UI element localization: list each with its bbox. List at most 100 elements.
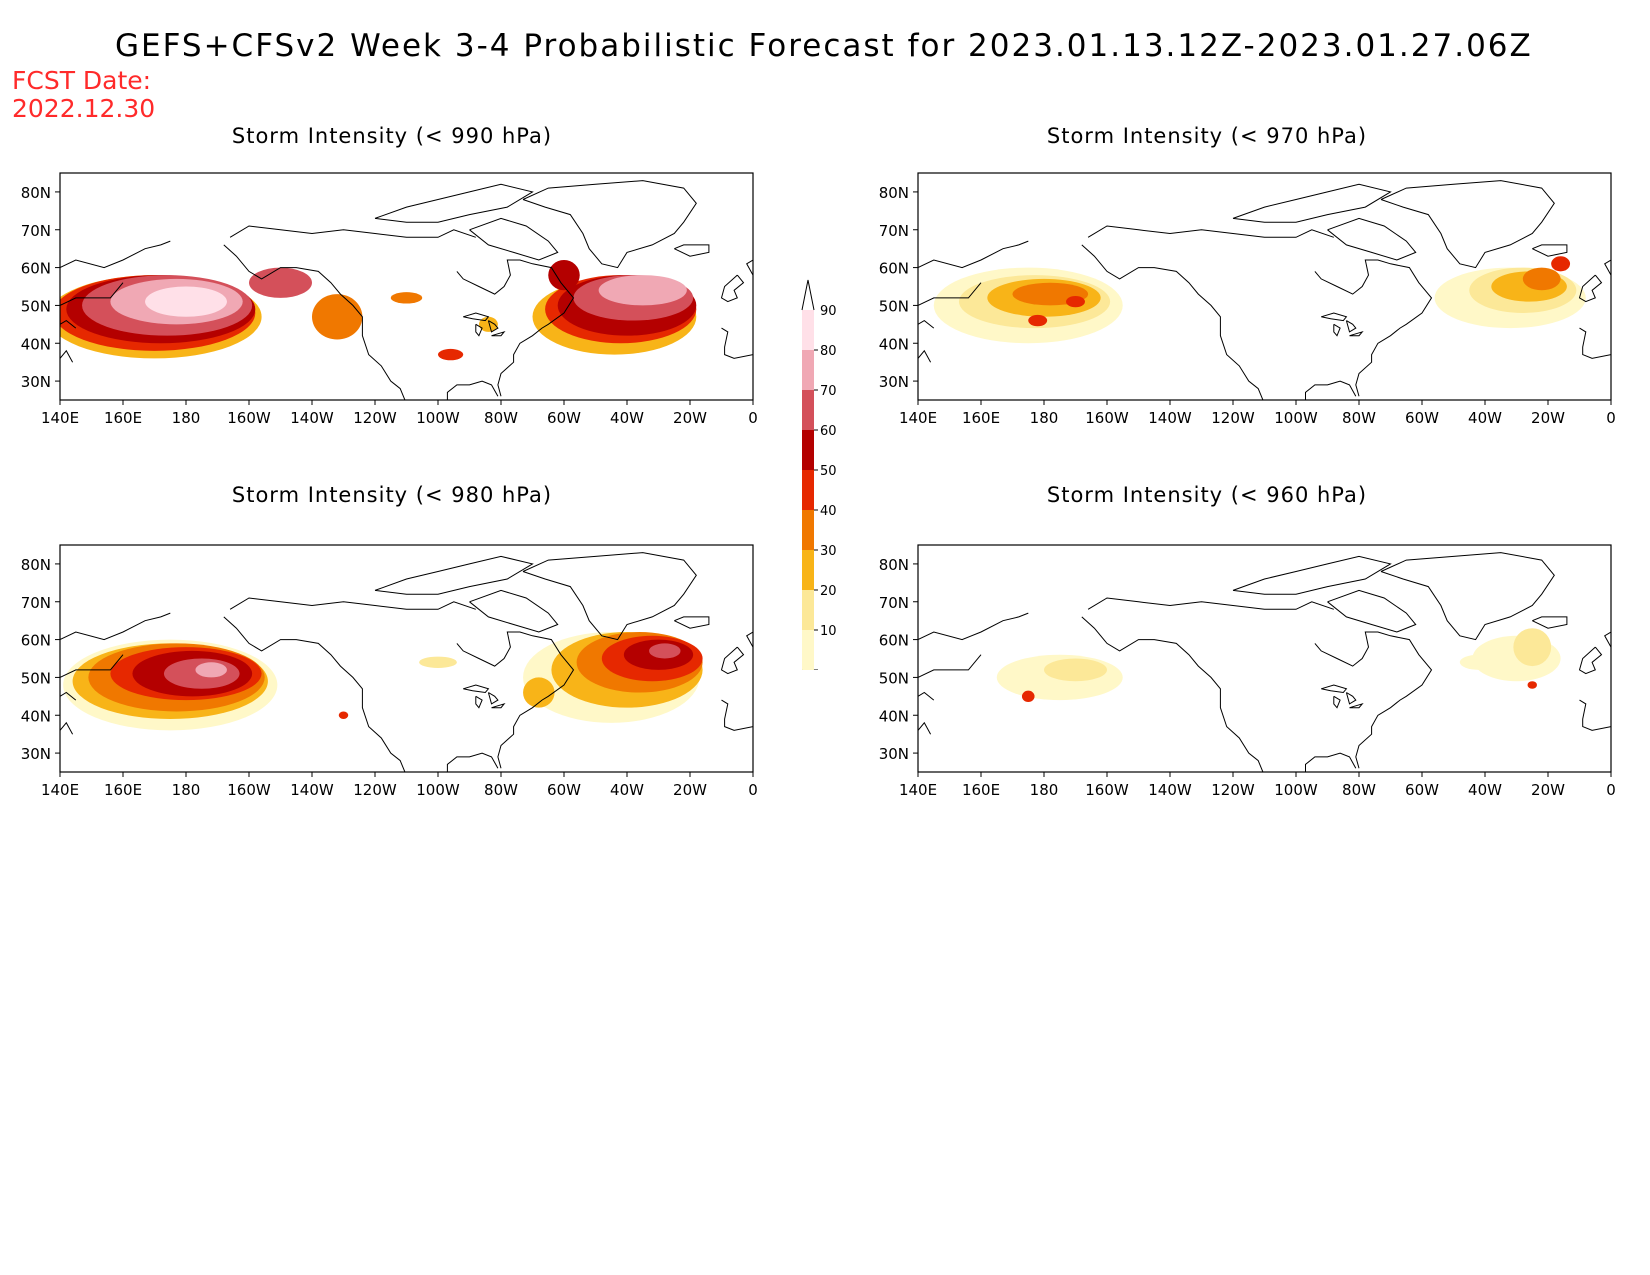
colorbar-tick-label: 50: [820, 464, 837, 479]
lon-tick-label: 40W: [1468, 409, 1502, 427]
probability-area: [312, 294, 363, 340]
colorbar-segment: [802, 590, 814, 630]
lon-tick-label: 180: [1030, 409, 1059, 427]
lon-tick-label: 140W: [1148, 409, 1192, 427]
coastline: [918, 654, 982, 678]
lon-tick-label: 160W: [227, 409, 271, 427]
coastline: [1532, 244, 1568, 257]
probability-area: [438, 348, 464, 361]
coastline: [1305, 752, 1357, 772]
lon-tick-label: 60W: [1405, 781, 1439, 799]
map-panel-970: 80N 70N 60N 50N 40N 30N 140E 160E 180 160W 140W 120…: [879, 172, 1616, 427]
colorbar-segment: [802, 310, 814, 350]
lat-tick-label: 60N: [879, 260, 909, 278]
panel-title-980: Storm Intensity (< 980 hPa): [231, 483, 553, 507]
coastline: [446, 752, 499, 772]
lon-tick-label: 180: [1030, 781, 1059, 799]
lake-outline: [1321, 312, 1348, 322]
lat-tick-label: 80N: [879, 184, 909, 202]
coastline: [456, 259, 575, 397]
map-frame: [917, 544, 1612, 773]
lon-tick-label: 140E: [41, 409, 79, 427]
panel-title-960: Storm Intensity (< 960 hPa): [1046, 483, 1368, 507]
probability-area: [195, 662, 227, 678]
lat-tick-label: 70N: [879, 594, 909, 612]
lat-tick-label: 80N: [21, 556, 51, 574]
coastline: [1314, 259, 1433, 397]
coastline: [746, 259, 753, 276]
coastline: [1578, 274, 1603, 303]
coastline: [374, 183, 534, 223]
coastline: [522, 552, 697, 641]
lat-tick-label: 40N: [879, 335, 909, 353]
lon-tick-label: 160W: [227, 781, 271, 799]
map-panel-960: 80N 70N 60N 50N 40N 30N 140E 160E 180 160W 140W 120…: [879, 544, 1616, 799]
lake-outline: [1333, 695, 1341, 709]
colorbar-segment: [802, 350, 814, 390]
lon-tick-label: 40W: [610, 409, 644, 427]
coastline: [1305, 380, 1357, 400]
coastline: [918, 240, 1029, 269]
lon-tick-label: 160E: [104, 781, 142, 799]
lon-tick-label: 80W: [484, 409, 518, 427]
lat-tick-label: 50N: [21, 669, 51, 687]
lake-outline: [487, 320, 499, 333]
colorbar: 10 20 30 40 50 60 70 80 90: [801, 279, 837, 670]
lon-tick-label: 160W: [1085, 781, 1129, 799]
colorbar-tick-label: 30: [820, 544, 837, 559]
lat-tick-label: 30N: [21, 745, 51, 763]
colorbar-segment: [802, 470, 814, 510]
page-title: GEFS+CFSv2 Week 3-4 Probabilistic Foreca…: [115, 28, 1533, 64]
lon-tick-label: 20W: [673, 409, 707, 427]
panel-title-970: Storm Intensity (< 970 hPa): [1046, 124, 1368, 148]
lon-tick-label: 160E: [962, 781, 1000, 799]
coastline: [1579, 699, 1611, 731]
lake-outline: [1321, 684, 1348, 694]
probability-area: [390, 292, 423, 304]
lon-tick-label: 100W: [416, 781, 460, 799]
coastline: [1232, 183, 1392, 223]
probability-area: [1066, 295, 1085, 308]
colorbar-tick-label: 90: [820, 304, 837, 319]
lon-tick-label: 120W: [353, 409, 397, 427]
lon-tick-label: 60W: [547, 781, 581, 799]
lat-tick-label: 60N: [879, 632, 909, 650]
coastline: [60, 612, 171, 641]
lon-tick-label: 20W: [673, 781, 707, 799]
lake-outline: [475, 695, 483, 709]
coastline: [223, 244, 406, 400]
coastline: [746, 631, 753, 648]
probability-area: [1028, 314, 1048, 327]
coastline: [60, 319, 77, 329]
colorbar-segment: [802, 430, 814, 470]
fcst-date-label: FCST Date:: [12, 66, 152, 95]
coastline: [374, 555, 534, 595]
lon-tick-label: 80W: [1342, 781, 1376, 799]
probability-area: [1021, 690, 1035, 703]
coastline: [1232, 555, 1392, 595]
lon-tick-label: 180: [172, 781, 201, 799]
coastline: [522, 180, 697, 269]
coastline: [918, 282, 982, 306]
lon-tick-label: 20W: [1531, 409, 1565, 427]
coastline: [1081, 616, 1264, 772]
lat-tick-label: 30N: [879, 373, 909, 391]
lon-tick-label: 160E: [104, 409, 142, 427]
coastline: [60, 240, 171, 269]
map-frame: [59, 172, 754, 401]
lon-tick-label: 40W: [1468, 781, 1502, 799]
lon-tick-label: 160E: [962, 409, 1000, 427]
lon-tick-label: 140W: [1148, 781, 1192, 799]
coastline: [720, 646, 745, 675]
lon-tick-label: 60W: [1405, 409, 1439, 427]
map-panel-990: 80N 70N 60N 50N 40N 30N 140E 160E 180 160W 140W 120…: [21, 172, 758, 427]
lat-tick-label: 70N: [879, 222, 909, 240]
colorbar-segment: [802, 630, 814, 670]
coastline: [918, 319, 935, 329]
coastline: [1380, 552, 1555, 641]
panel-title-990: Storm Intensity (< 990 hPa): [231, 124, 553, 148]
probability-area: [1527, 681, 1537, 689]
lon-tick-label: 0: [748, 781, 758, 799]
probability-area: [649, 643, 681, 659]
lake-outline: [463, 684, 490, 694]
